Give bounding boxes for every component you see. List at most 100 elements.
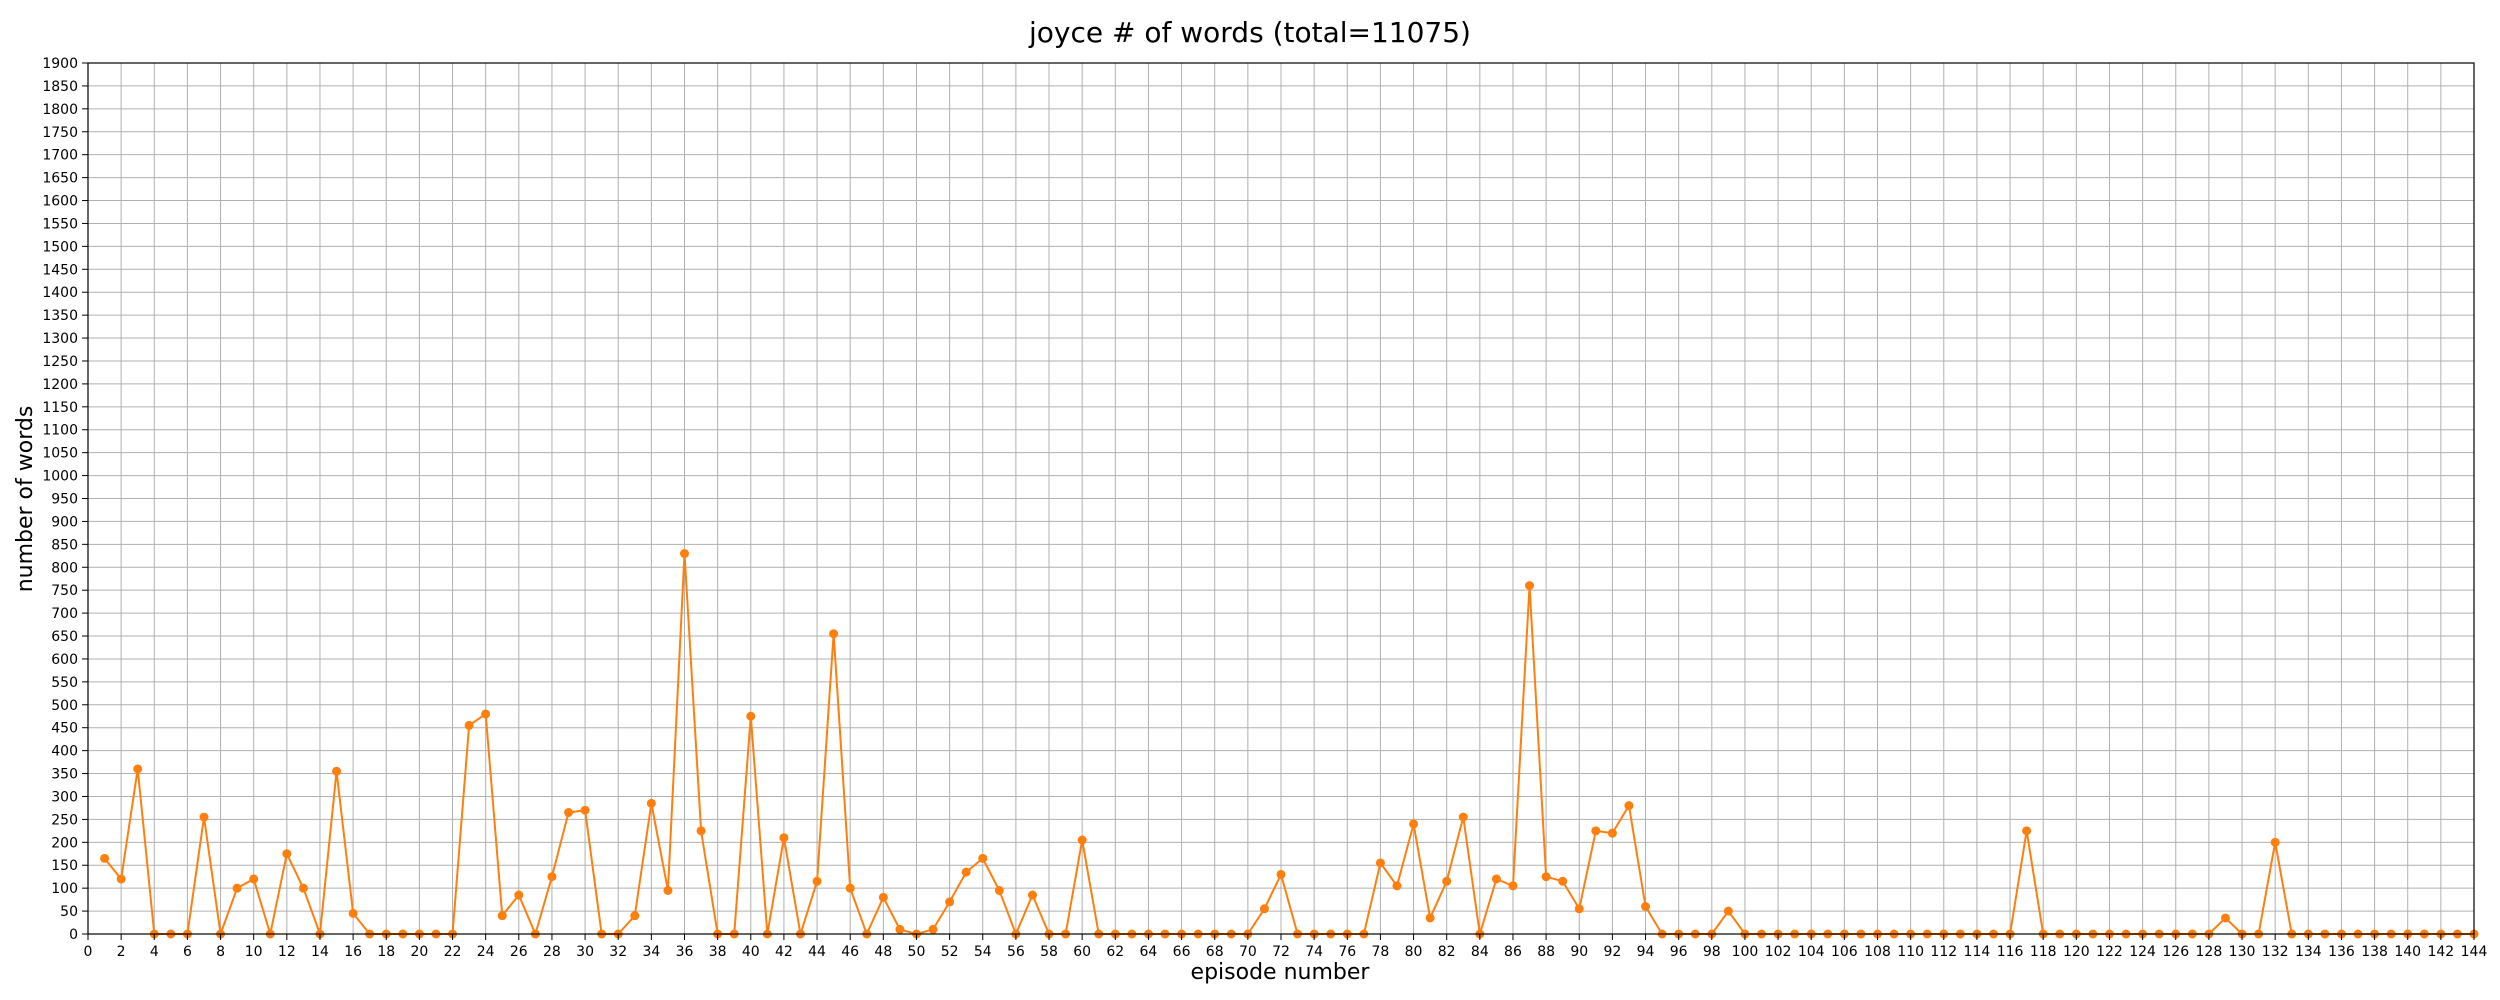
data-point	[1458, 812, 1468, 822]
x-tick-label: 2	[117, 944, 126, 960]
data-point	[1591, 826, 1601, 836]
x-tick-label: 116	[1997, 944, 2024, 960]
x-tick-label: 54	[974, 944, 992, 960]
data-point	[199, 812, 209, 822]
y-tick-label: 0	[69, 927, 78, 943]
x-tick-label: 142	[2427, 944, 2454, 960]
data-point	[1541, 872, 1551, 882]
data-point	[332, 766, 342, 776]
data-point	[249, 874, 259, 884]
x-tick-label: 50	[908, 944, 926, 960]
x-tick-label: 36	[676, 944, 694, 960]
y-tick-label: 1250	[42, 354, 78, 370]
y-tick-label: 1700	[42, 148, 78, 164]
data-point	[1442, 876, 1452, 886]
x-tick-label: 14	[311, 944, 329, 960]
data-point	[481, 709, 491, 719]
x-tick-label: 74	[1305, 944, 1323, 960]
y-tick-label: 1100	[42, 423, 78, 439]
x-axis-label: episode number	[1191, 960, 1371, 985]
x-tick-label: 24	[477, 944, 495, 960]
y-tick-label: 900	[51, 514, 78, 530]
x-tick-label: 90	[1570, 944, 1588, 960]
x-tick-label: 108	[1864, 944, 1891, 960]
y-tick-label: 650	[51, 629, 78, 645]
data-point	[928, 924, 938, 934]
chart-title: joyce # of words (total=11075)	[1028, 16, 1471, 49]
data-point	[845, 883, 855, 893]
data-point	[547, 872, 557, 882]
data-point	[696, 826, 706, 836]
data-point	[2220, 913, 2230, 923]
x-tick-label: 102	[1765, 944, 1792, 960]
x-tick-label: 136	[2328, 944, 2355, 960]
data-point	[1525, 581, 1535, 591]
y-tick-label: 1200	[42, 377, 78, 393]
data-point	[1508, 881, 1518, 891]
data-point	[514, 890, 524, 900]
x-tick-label: 30	[576, 944, 594, 960]
x-tick-label: 138	[2361, 944, 2388, 960]
y-tick-label: 400	[51, 744, 78, 760]
data-point	[646, 798, 656, 808]
data-point	[978, 853, 988, 863]
data-point	[1723, 906, 1733, 916]
data-point	[1641, 901, 1651, 911]
data-point	[464, 720, 474, 730]
x-tick-label: 130	[2229, 944, 2256, 960]
x-tick-label: 46	[841, 944, 859, 960]
y-tick-label: 200	[51, 835, 78, 851]
x-tick-label: 48	[874, 944, 892, 960]
data-point	[2022, 826, 2032, 836]
x-tick-label: 6	[183, 944, 192, 960]
data-point	[945, 897, 955, 907]
x-tick-label: 10	[245, 944, 263, 960]
y-tick-label: 1850	[42, 79, 78, 95]
data-point	[746, 711, 756, 721]
y-tick-label: 150	[51, 858, 78, 874]
data-point	[1491, 874, 1501, 884]
y-tick-label: 1450	[42, 262, 78, 278]
y-tick-label: 850	[51, 537, 78, 553]
x-tick-label: 12	[278, 944, 296, 960]
x-tick-label: 64	[1140, 944, 1158, 960]
series-layer	[100, 549, 2479, 939]
y-tick-label: 50	[60, 904, 78, 920]
y-tick-label: 600	[51, 652, 78, 668]
data-point	[1077, 835, 1087, 845]
x-tick-label: 122	[2096, 944, 2123, 960]
x-tick-label: 66	[1173, 944, 1191, 960]
data-point	[994, 885, 1004, 895]
y-tick-label: 1350	[42, 308, 78, 324]
x-tick-label: 72	[1272, 944, 1290, 960]
x-tick-label: 52	[941, 944, 959, 960]
x-tick-label: 32	[609, 944, 627, 960]
data-point	[348, 908, 358, 918]
x-tick-label: 128	[2196, 944, 2223, 960]
y-tick-label: 1000	[42, 469, 78, 485]
y-tick-label: 1300	[42, 331, 78, 347]
data-point	[1276, 869, 1286, 879]
data-point	[282, 849, 292, 859]
y-tick-label: 1550	[42, 216, 78, 232]
x-tick-label: 92	[1603, 944, 1621, 960]
data-point	[1027, 890, 1037, 900]
data-point	[100, 853, 110, 863]
x-tick-label: 94	[1637, 944, 1655, 960]
data-point	[133, 764, 143, 774]
data-point	[630, 911, 640, 921]
x-tick-label: 110	[1897, 944, 1924, 960]
data-point	[580, 805, 590, 815]
x-tick-label: 82	[1438, 944, 1456, 960]
x-tick-label: 20	[410, 944, 428, 960]
data-point	[232, 883, 242, 893]
y-axis-label: number of words	[13, 406, 38, 593]
y-tick-label: 700	[51, 606, 78, 622]
x-tick-label: 34	[642, 944, 660, 960]
x-tick-label: 100	[1732, 944, 1759, 960]
x-tick-label: 126	[2162, 944, 2189, 960]
x-tick-label: 86	[1504, 944, 1522, 960]
data-point	[1607, 828, 1617, 838]
x-tick-label: 114	[1964, 944, 1991, 960]
